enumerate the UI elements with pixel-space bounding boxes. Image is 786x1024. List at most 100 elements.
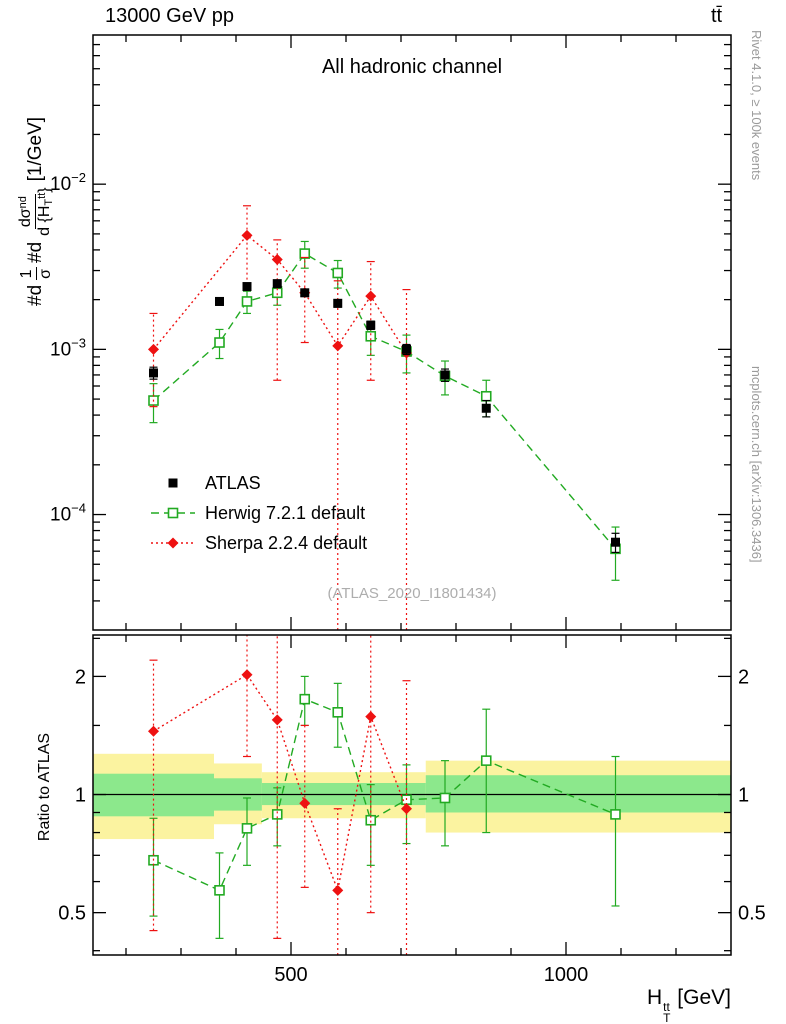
data-point <box>215 296 224 306</box>
y-axis-label: #d 1 σ #d dσnd d {HTtt} [1/GeV] <box>8 14 64 306</box>
svg-text:1: 1 <box>75 785 86 807</box>
data-point <box>299 248 311 259</box>
data-point <box>402 344 411 354</box>
sherpa-marker-icon <box>150 534 196 552</box>
data-point <box>332 267 344 279</box>
ylabel-frac2-num-base: dσ <box>17 208 35 228</box>
ratio-axis-label: Ratio to ATLAS <box>36 732 53 842</box>
data-point <box>241 823 253 834</box>
ylabel-frac1: 1 σ <box>17 267 54 281</box>
xlabel-unit: [GeV] <box>671 986 731 1009</box>
ylabel-unit: [1/GeV] <box>25 116 46 182</box>
data-point <box>401 803 412 815</box>
beam-energy-label: 13000 GeV pp <box>105 5 234 27</box>
series-top-ATLAS <box>149 279 620 553</box>
svg-text:10−2: 10−2 <box>50 170 86 195</box>
data-point <box>271 809 283 820</box>
data-point <box>241 296 253 307</box>
series-top-Sherpa 2.2.4 default <box>148 205 412 630</box>
svg-text:0.5: 0.5 <box>58 903 86 925</box>
atlas-marker-icon <box>150 474 196 492</box>
data-point <box>480 390 492 402</box>
legend-label-sherpa: Sherpa 2.2.4 default <box>205 532 368 553</box>
data-point <box>214 885 225 896</box>
data-point <box>299 693 311 705</box>
legend-marker-shape <box>168 478 178 488</box>
xlabel-sup: tt <box>663 1000 670 1014</box>
plot-title: All hadronic channel <box>321 56 503 78</box>
data-point <box>242 282 252 292</box>
panel-frame <box>92 34 732 631</box>
data-point <box>241 669 253 681</box>
herwig-marker-icon <box>150 504 196 522</box>
legend-marker-shape <box>167 507 179 519</box>
svg-text:2: 2 <box>75 666 86 688</box>
ylabel-frac1-num: 1 <box>17 267 37 281</box>
ylabel-d2: #d <box>25 241 46 263</box>
ratio-uncertainty-bands <box>93 753 731 840</box>
legend-label-herwig: Herwig 7.2.1 default <box>205 502 366 523</box>
rivet-version-note: Rivet 4.1.0, ≥ 100k events <box>749 30 764 181</box>
data-point <box>241 229 253 241</box>
data-point <box>271 714 283 726</box>
ylabel-frac2: dσnd d {HTtt} <box>17 185 55 237</box>
data-point <box>610 809 621 820</box>
data-point <box>167 507 179 519</box>
mcplots-attribution: mcplots.cern.ch [arXiv:1306.3436] <box>749 366 764 563</box>
data-point <box>332 707 344 718</box>
data-point <box>214 337 225 348</box>
ylabel-frac2-den-close: } <box>35 187 53 193</box>
svg-text:1000: 1000 <box>544 964 589 986</box>
svg-text:10−4: 10−4 <box>50 501 86 526</box>
xlabel-sub: T <box>663 1011 671 1024</box>
data-point <box>480 755 492 766</box>
data-point <box>481 403 491 413</box>
series-ratio-Sherpa 2.2.4 default <box>148 635 412 955</box>
data-point <box>332 340 344 352</box>
data-point <box>168 478 178 488</box>
data-point <box>299 797 311 809</box>
analysis-id-watermark: (ATLAS_2020_I1801434) <box>327 585 497 602</box>
ylabel-frac2-den-base: d {H <box>35 205 53 236</box>
data-point <box>300 288 310 298</box>
data-point <box>365 330 377 342</box>
data-point <box>167 537 179 549</box>
svg-text:0.5: 0.5 <box>738 903 766 925</box>
data-point <box>611 537 620 547</box>
legend-label-atlas: ATLAS <box>205 472 261 493</box>
data-point <box>365 290 377 302</box>
axes: 10−2 10−3 10−4 2 2 1 1 0.5 0.5 500 1000 <box>50 34 766 986</box>
ylabel-d1: #d <box>25 284 46 306</box>
xlabel-base: H <box>646 986 663 1009</box>
ylabel-frac2-den-sub: T <box>42 198 55 206</box>
data-point <box>439 792 451 804</box>
ylabel-frac1-den: σ <box>36 268 54 279</box>
process-label: tt̄ <box>711 5 723 27</box>
data-point <box>148 725 159 737</box>
legend-item-herwig: Herwig 7.2.1 default <box>150 498 367 528</box>
data-point <box>148 343 159 355</box>
data-point <box>272 279 282 289</box>
data-point <box>365 711 377 723</box>
legend-item-sherpa: Sherpa 2.2.4 default <box>150 528 367 558</box>
data-uncertainty-inner <box>425 775 731 813</box>
ylabel-frac2-den-sup: tt <box>35 192 48 199</box>
data-point <box>366 320 376 330</box>
data-point <box>149 368 158 378</box>
svg-text:1: 1 <box>738 785 749 807</box>
ylabel-frac2-num: dσnd <box>17 194 36 230</box>
data-point <box>271 253 283 265</box>
data-point <box>333 298 343 308</box>
ylabel-frac2-num-sup: nd <box>17 196 30 209</box>
xlabel-subsup: tt T <box>663 1000 671 1024</box>
svg-text:2: 2 <box>738 666 749 688</box>
svg-text:10−3: 10−3 <box>50 335 86 360</box>
legend: ATLAS Herwig 7.2.1 default Sherpa 2.2.4 … <box>150 468 367 558</box>
data-point <box>440 370 450 380</box>
data-point <box>332 884 344 896</box>
legend-marker-shape <box>167 537 179 549</box>
panel-frame <box>92 634 732 956</box>
